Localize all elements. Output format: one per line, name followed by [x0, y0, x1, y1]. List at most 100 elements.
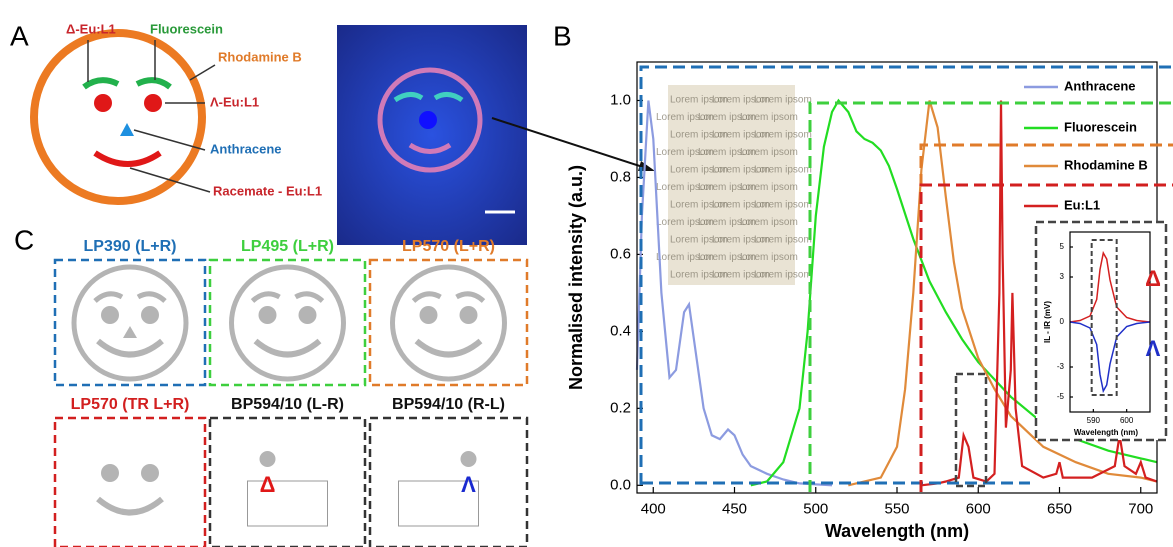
- filter-title: BP594/10 (L-R): [231, 396, 344, 413]
- panel-c: LP390 (L+R) LP495 (L+R) LP570 (L+R) LP570 (…: [53, 238, 529, 547]
- x-tick-label: 450: [722, 500, 747, 517]
- series-line: [1069, 321, 1151, 394]
- x-tick-label: 700: [1128, 500, 1153, 517]
- photo-text: Lorem ipsom: [670, 270, 728, 281]
- filter-title: LP390 (L+R): [84, 238, 177, 255]
- filter-box: [368, 416, 529, 547]
- diagram-label: Fluorescein: [150, 21, 223, 36]
- y-axis-label: Normalised intensity (a.u.): [566, 165, 586, 390]
- photo-text: Lorem ipsom: [656, 147, 714, 158]
- nose: [123, 326, 137, 338]
- photo: [337, 25, 527, 245]
- x-tick-label: 600: [1120, 416, 1134, 425]
- filter-title: BP594/10 (R-L): [392, 396, 505, 413]
- diagram-label: Λ-Eu:L1: [210, 94, 259, 109]
- smile: [96, 338, 164, 358]
- eye: [101, 306, 119, 324]
- photo-text: Lorem ipsom: [740, 182, 798, 193]
- inset-series-label: Δ: [1145, 266, 1161, 291]
- photo-text: Lorem ipsom: [740, 147, 798, 158]
- series-line: [921, 100, 1158, 487]
- legend-label: Anthracene: [1064, 78, 1136, 93]
- photo-text: Lorem ipsom: [698, 217, 756, 228]
- legend-label: Eu:L1: [1064, 197, 1100, 212]
- filter-title: LP570 (L+R): [402, 238, 495, 255]
- photo-text: Lorem ipsom: [698, 252, 756, 263]
- photo-text: Lorem ipsom: [740, 217, 798, 228]
- y-tick-label: 0.0: [610, 476, 631, 493]
- y-tick-label: 0.2: [610, 399, 631, 416]
- y-axis-label: IL - IR (mV): [1043, 301, 1052, 343]
- photo-text: Lorem ipsom: [712, 165, 770, 176]
- photo-text: Lorem ipsom: [698, 182, 756, 193]
- diagram-label: Δ-Eu:L1: [66, 21, 116, 36]
- dashed-box: [954, 372, 988, 488]
- y-tick-label: 0.4: [610, 322, 631, 339]
- smile: [414, 338, 483, 358]
- smile: [96, 496, 164, 516]
- signal-marker: Λ: [461, 472, 476, 497]
- face-outline: [71, 264, 189, 382]
- legend-label: Fluorescein: [1064, 119, 1137, 134]
- photo-text: Lorem ipsom: [712, 235, 770, 246]
- filter-box: [53, 258, 207, 387]
- signal-box: [398, 480, 479, 527]
- x-axis-label: Wavelength (nm): [1074, 428, 1138, 437]
- smile: [253, 338, 322, 358]
- photo-text: Lorem ipsom: [656, 182, 714, 193]
- y-tick-label: -3: [1057, 362, 1065, 371]
- y-tick-label: 3: [1060, 272, 1065, 281]
- y-tick-label: 0.8: [610, 168, 631, 185]
- eye: [141, 306, 159, 324]
- eyebrow: [93, 291, 167, 303]
- photo-text: Lorem ipsom: [754, 95, 812, 106]
- filter-box: [208, 258, 367, 387]
- x-tick-label: 590: [1087, 416, 1101, 425]
- eyebrow: [411, 291, 486, 303]
- inset-series-label: Λ: [1146, 336, 1161, 361]
- series-line: [1069, 250, 1151, 323]
- face-outline: [390, 264, 507, 382]
- plot-frame: [1069, 231, 1151, 413]
- photo-text: Lorem ipsom: [656, 217, 714, 228]
- arrow: [491, 117, 653, 171]
- signal-marker: Δ: [260, 472, 276, 497]
- filter-title: LP495 (L+R): [241, 238, 334, 255]
- photo-text: Lorem ipsom: [712, 200, 770, 211]
- photo-text: Lorem ipsom: [754, 130, 812, 141]
- x-tick-label: 550: [884, 500, 909, 517]
- series-line: [848, 100, 1158, 487]
- dashed-box: [639, 65, 1173, 485]
- y-tick-label: -5: [1057, 392, 1065, 401]
- y-tick-label: 0: [1060, 317, 1065, 326]
- photo-text: Lorem ipsom: [712, 95, 770, 106]
- photo-text: Lorem ipsom: [754, 270, 812, 281]
- photo-text: Lorem ipsom: [656, 252, 714, 263]
- signal-box: [247, 480, 328, 527]
- photo-text: Lorem ipsom: [754, 165, 812, 176]
- photo-text: Lorem ipsom: [670, 165, 728, 176]
- photo-text: Lorem ipsom: [670, 200, 728, 211]
- x-tick-label: 600: [966, 500, 991, 517]
- photo-text: Lorem ipsom: [740, 112, 798, 123]
- filter-box: [53, 416, 207, 547]
- eye: [460, 451, 477, 467]
- eye: [298, 306, 317, 324]
- diagram-label: Anthracene: [210, 141, 282, 156]
- legend-label: Rhodamine B: [1064, 157, 1148, 172]
- photo-text: Lorem ipsom: [754, 235, 812, 246]
- dashed-box: [808, 101, 1173, 492]
- y-tick-label: 5: [1060, 242, 1065, 251]
- photo-text: Lorem ipsom: [670, 130, 728, 141]
- face-outline: [229, 264, 346, 382]
- eye: [459, 306, 478, 324]
- photo-text: Lorem ipsom: [712, 130, 770, 141]
- photo-text: Lorem ipsom: [712, 270, 770, 281]
- x-tick-label: 650: [1047, 500, 1072, 517]
- inset-bg: [1034, 220, 1168, 442]
- photo-text: Lorem ipsom: [698, 112, 756, 123]
- photo-text: Lorem ipsom: [740, 252, 798, 263]
- panel-label: B: [553, 20, 572, 51]
